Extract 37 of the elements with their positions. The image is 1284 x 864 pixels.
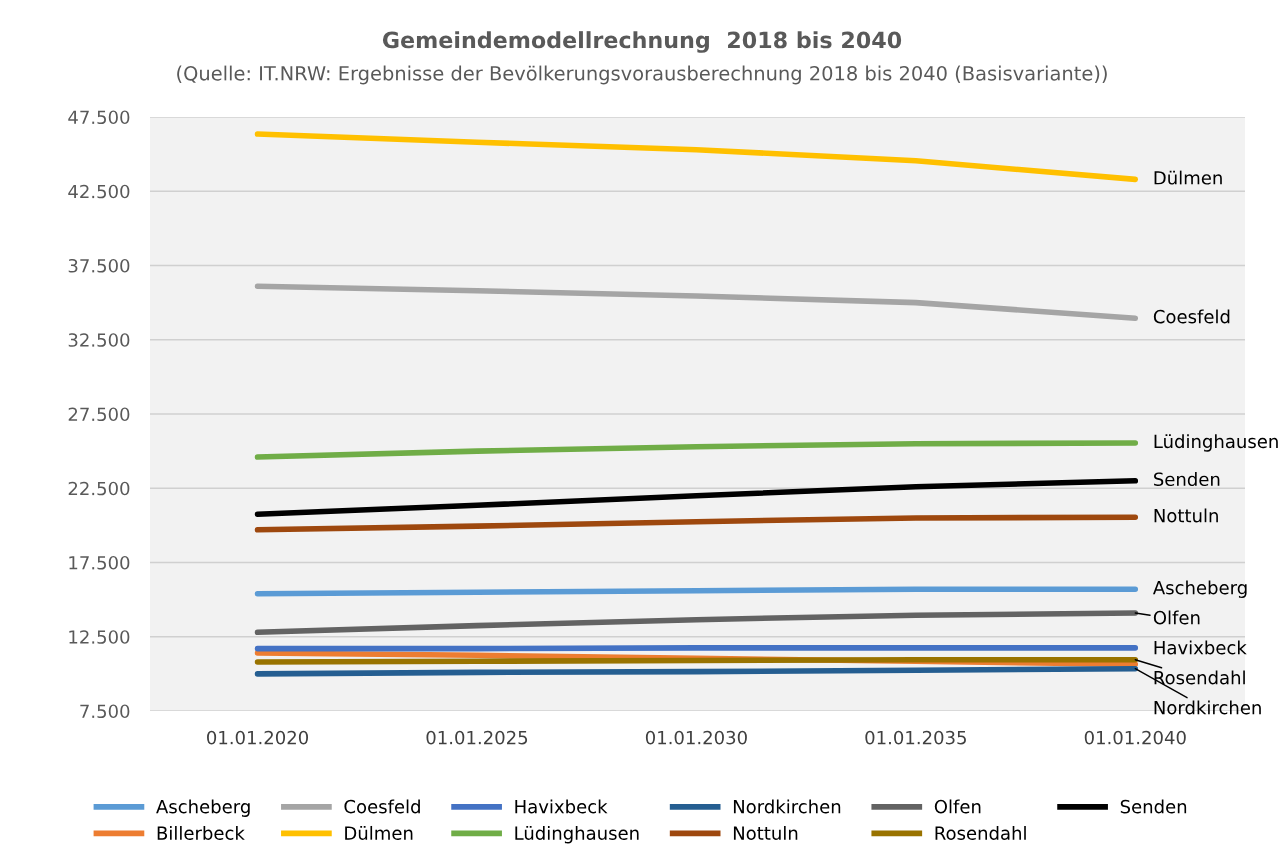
annotation: Olfen	[1153, 610, 1200, 625]
y-tick-label: 7.500	[80, 704, 130, 719]
legend-label: Olfen	[934, 799, 981, 814]
x-tick-label: 01.01.2030	[645, 730, 747, 745]
x-tick-label: 01.01.2035	[865, 730, 966, 745]
legend-label: Nottuln	[733, 825, 798, 840]
y-tick-label: 32.500	[68, 333, 130, 347]
legend-label: Coesfeld	[344, 799, 420, 814]
x-tick-label: 01.01.2025	[426, 730, 528, 745]
annotation: Senden	[1154, 472, 1220, 487]
legend-label: Havixbeck	[515, 799, 608, 814]
y-tick-label: 37.500	[68, 258, 130, 273]
legend-label: Dülmen	[345, 825, 413, 840]
annotation: Rosendahl	[1154, 670, 1245, 685]
legend-label: Nordkirchen	[733, 799, 841, 814]
legend-label: Ascheberg	[156, 799, 250, 817]
annotation: Lüdinghausen	[1154, 434, 1278, 452]
annotation: Nottuln	[1154, 508, 1218, 523]
y-tick-label: 12.500	[69, 630, 130, 644]
annotation: Ascheberg	[1152, 580, 1247, 598]
annotation: Coesfeld	[1153, 309, 1230, 324]
x-tick-label: 01.01.2020	[207, 730, 309, 745]
y-tick-label: 27.500	[68, 407, 130, 422]
legend-label: Rosendahl	[935, 825, 1026, 840]
annotation: Havixbeck	[1154, 640, 1247, 655]
legend-label: Billerbeck	[157, 825, 245, 840]
y-tick-label: 17.500	[69, 555, 130, 570]
x-tick-label: 01.01.2040	[1084, 730, 1186, 745]
y-tick-label: 47.500	[68, 110, 130, 125]
chart-title: Gemeindemodellrechnung 2018 bis 2040	[382, 31, 902, 53]
y-tick-label: 22.500	[68, 481, 130, 496]
annotation: Nordkirchen	[1154, 700, 1261, 715]
legend-label: Senden	[1120, 799, 1187, 814]
legend-label: Lüdinghausen	[515, 825, 639, 844]
chart-subtitle: (Quelle: IT.NRW: Ergebnisse der Bevölkerungsvorausberechnung 2018 bis 2040 (Basisvariante))	[177, 65, 1107, 85]
y-tick-label: 42.500	[68, 184, 130, 199]
annotation: Dülmen	[1154, 170, 1222, 185]
